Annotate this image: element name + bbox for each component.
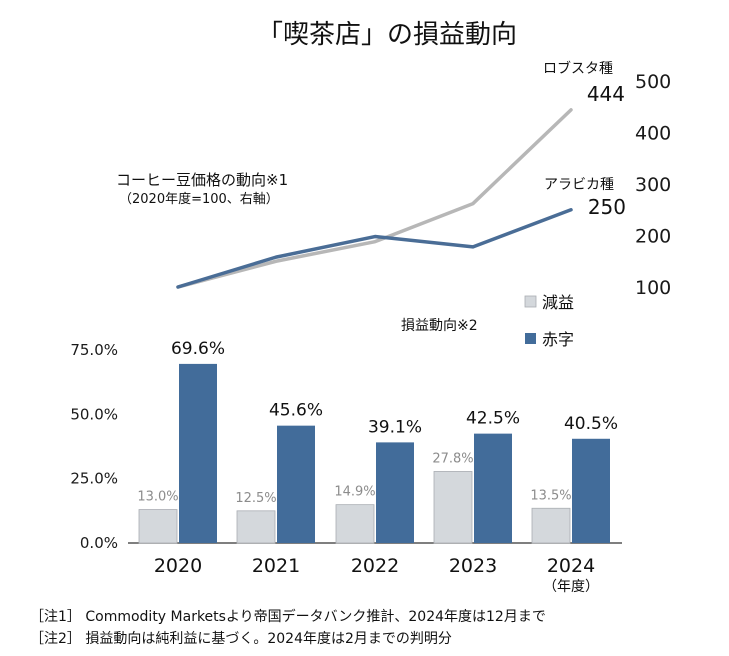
y-right-tick-label: 300 [635, 174, 671, 196]
bar-deficit-2021 [277, 425, 315, 543]
chart-title: 「喫茶店」の損益動向 [257, 20, 517, 50]
bar-decrease-2020 [138, 509, 178, 544]
y-right-tick-label: 100 [635, 277, 671, 299]
series-end-value-robusta: 444 [587, 82, 625, 106]
bar-deficit-2023 [474, 433, 512, 543]
bar-legend-title: 損益動向※2 [401, 318, 478, 334]
x-category-label: 2023 [449, 555, 497, 577]
y-right-tick-label: 500 [635, 71, 671, 93]
y-left-tick-label: 50.0% [70, 405, 118, 423]
bar-deficit-label: 40.5% [564, 414, 618, 434]
bar-deficit-label: 69.6% [171, 339, 225, 359]
y-left-tick-label: 0.0% [80, 534, 118, 552]
line-series-robusta [176, 108, 573, 289]
legend-label-deficit: 赤字 [542, 330, 574, 349]
bar-decrease-2021 [236, 510, 276, 544]
bar-decrease-2022 [335, 504, 375, 544]
line-series-arabica [176, 208, 573, 289]
y-left-tick-label: 25.0% [70, 470, 118, 488]
footnote-1: ［注1］ Commodity Marketsより帝国データバンク推計、2024年… [30, 609, 546, 625]
bar-deficit-label: 42.5% [466, 409, 520, 429]
legend-swatch-decrease [524, 295, 537, 308]
series-label-robusta: ロブスタ種 [543, 60, 613, 77]
y-right-tick-label: 400 [635, 123, 671, 145]
series-label-arabica: アラビカ種 [544, 177, 614, 193]
y-right-tick-label: 200 [635, 226, 671, 248]
bar-decrease-2024 [531, 507, 571, 544]
line-annotation-title: コーヒー豆価格の動向※1 [116, 171, 288, 189]
bar-decrease-label: 13.5% [530, 488, 571, 503]
bar-decrease-2023 [433, 471, 473, 544]
x-category-label: 2024 [547, 555, 595, 577]
x-unit-label: （年度） [543, 579, 599, 595]
bar-decrease-label: 14.9% [334, 485, 375, 500]
legend-label-decrease: 減益 [542, 293, 574, 312]
legend-swatch-deficit [525, 333, 536, 344]
series-end-value-arabica: 250 [588, 195, 626, 219]
bar-decrease-label: 13.0% [137, 490, 178, 505]
bar-decrease-label: 27.8% [432, 451, 473, 466]
bar-deficit-2024 [572, 438, 610, 543]
footnote-2: ［注2］ 損益動向は純利益に基づく。2024年度は2月までの判明分 [30, 631, 452, 647]
bar-decrease-label: 12.5% [235, 491, 276, 506]
bar-deficit-label: 39.1% [368, 417, 422, 437]
y-left-tick-label: 75.0% [70, 341, 118, 359]
x-category-label: 2020 [154, 555, 202, 577]
bar-deficit-label: 45.6% [269, 401, 323, 421]
bar-deficit-2022 [376, 442, 414, 543]
x-category-label: 2021 [252, 555, 300, 577]
bar-deficit-2020 [179, 363, 217, 543]
line-annotation-subtitle: （2020年度=100、右軸） [119, 191, 279, 207]
x-category-label: 2022 [351, 555, 399, 577]
